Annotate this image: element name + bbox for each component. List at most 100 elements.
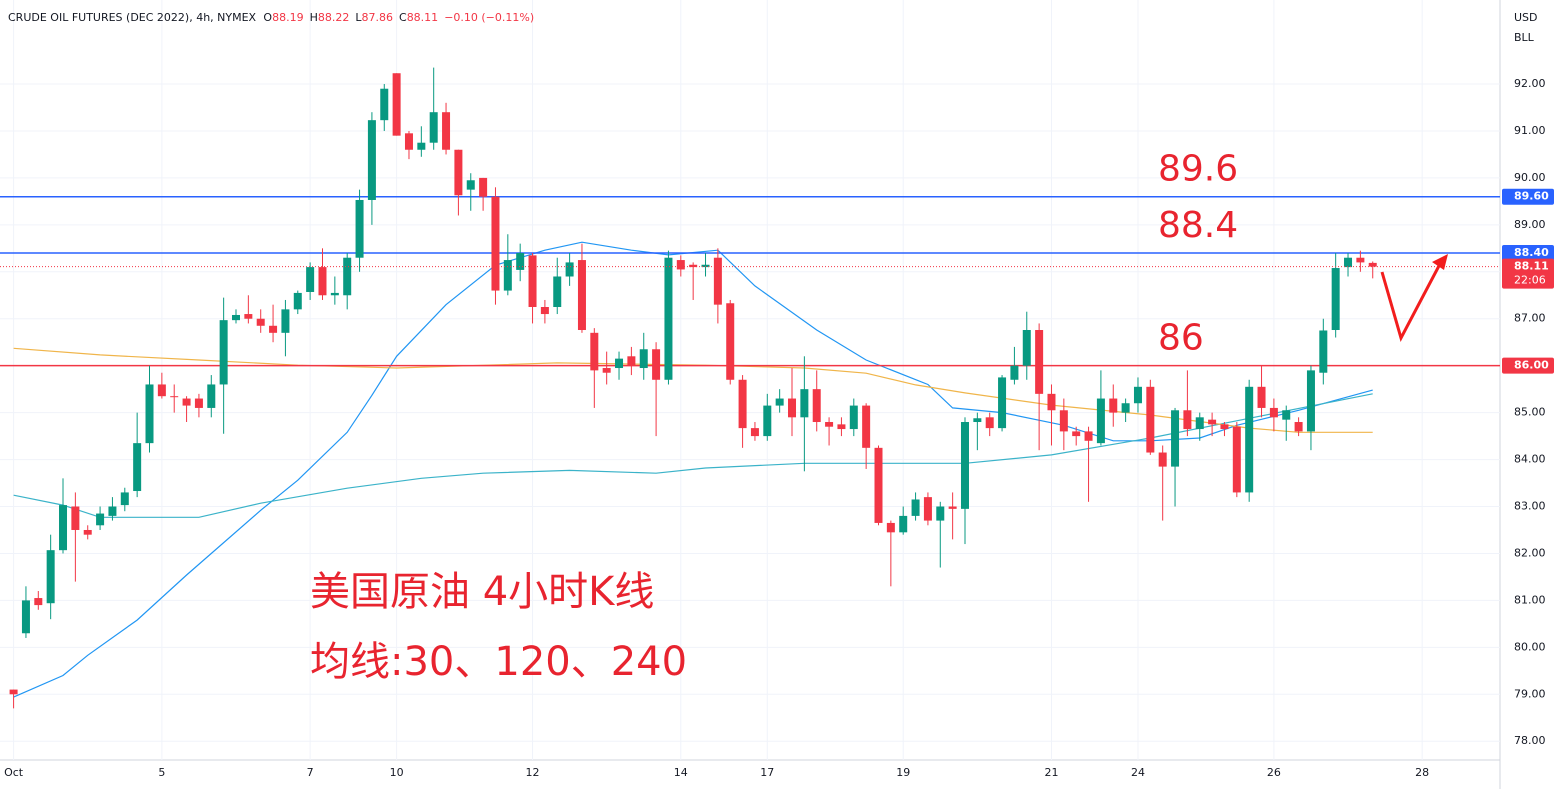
candle [293,290,302,315]
candle-body [1269,407,1278,418]
candle-body [417,142,426,150]
candle [553,257,562,315]
ohlc-value: 88.11 [407,11,439,24]
x-tick-label: 19 [896,766,910,779]
candle-body [1096,398,1105,444]
candle-body [207,384,216,408]
candle [862,403,871,469]
candle-body [479,177,488,197]
candle-body [71,506,80,530]
candle-body [874,447,883,523]
candle [1257,365,1266,418]
level-annotation: 88.4 [1158,205,1238,246]
note: 美国原油 4小时K线 [310,569,654,615]
candle [1245,379,1254,502]
candle-body [133,443,142,492]
candle-body [998,377,1007,429]
candle-body [491,196,500,291]
candle-body [701,264,710,268]
candle-body [219,320,228,385]
candle [318,248,327,300]
candle-body [726,303,735,380]
candle-body [1195,417,1204,430]
unit: BLL [1514,31,1535,44]
y-tick-label: 82.00 [1514,546,1546,559]
candle [1269,398,1278,432]
candle-body [565,262,574,277]
candle-body [466,180,475,190]
candle [34,591,43,610]
candle [59,478,68,554]
y-tick-label: 83.00 [1514,500,1546,513]
y-tick-label: 79.00 [1514,687,1546,700]
candle [540,299,549,324]
y-tick-label: 84.00 [1514,453,1546,466]
level-label-box [1502,245,1554,262]
candle-body [1306,370,1315,432]
ohlc-value: 88.22 [318,11,350,24]
last-price-box [1502,258,1554,289]
candle-body [1133,386,1142,404]
candle [170,384,179,413]
x-tick-label: 28 [1415,766,1429,779]
candle [652,342,661,437]
candle [590,328,599,408]
candle [726,299,735,385]
candle-body [837,424,846,430]
candle-body [738,379,747,429]
candle-body [194,398,203,408]
candle [219,297,228,434]
y-tick-label: 87.00 [1514,312,1546,325]
candle-body [367,120,376,200]
symbol: CRUDE OIL FUTURES (DEC 2022), 4h, NYMEX [8,11,257,24]
candle-body [1344,257,1353,268]
ohlc-key: H [310,11,318,24]
level-annotation: 86 [1158,318,1204,359]
candle-body [973,418,982,423]
candle [157,372,166,399]
y-tick-label: 92.00 [1514,77,1546,90]
candle-body [862,405,871,448]
candle-body [256,318,265,326]
y-tick-label: 85.00 [1514,406,1546,419]
candle [923,492,932,526]
candle-body [83,529,92,535]
candle-body [145,384,154,444]
candle [1109,384,1118,427]
level-label: 89.60 [1514,190,1549,203]
candle [936,501,945,568]
candle [96,506,105,530]
candle [343,253,352,310]
level-label-box [1502,188,1554,205]
x-tick-label: 14 [674,766,688,779]
candle [1072,426,1081,446]
candle [1282,405,1291,441]
candle-body [330,292,339,296]
candle [21,586,30,638]
candle [689,262,698,300]
candle [71,492,80,582]
candle [849,398,858,437]
ohlc-key: O [263,11,272,24]
candle [182,396,191,423]
y-tick-label: 80.00 [1514,640,1546,653]
candle [1047,384,1056,446]
candle [1096,370,1105,446]
candle-body [1356,257,1365,263]
candle [985,412,994,437]
candle-body [318,267,327,296]
candle [503,234,512,296]
plot [0,67,1500,709]
candle-body [1121,403,1130,413]
candle [676,255,685,277]
candle [528,253,537,324]
level-label-box [1502,357,1554,374]
candle-body [231,314,240,321]
candle-body [985,417,994,429]
candle-body [577,260,586,331]
candle-body [713,257,722,305]
candle [133,412,142,498]
candle [1084,426,1093,502]
candle [1356,250,1365,272]
